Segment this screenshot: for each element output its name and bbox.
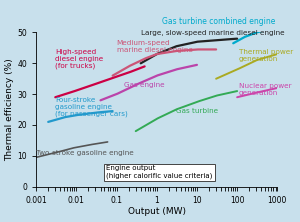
Text: High-speed
diesel engine
(for trucks): High-speed diesel engine (for trucks)	[55, 49, 103, 69]
Text: Large, slow-speed marine diesel engine: Large, slow-speed marine diesel engine	[141, 30, 284, 36]
Text: Gas turbine combined engine: Gas turbine combined engine	[162, 17, 275, 26]
Text: Gas turbine: Gas turbine	[176, 108, 218, 114]
Text: Engine output
(higher calorific value criteria): Engine output (higher calorific value cr…	[106, 165, 212, 179]
X-axis label: Output (MW): Output (MW)	[128, 207, 186, 216]
Text: Medium-speed
marine diesel engine: Medium-speed marine diesel engine	[116, 40, 192, 54]
Text: Nuclear power
generation: Nuclear power generation	[239, 83, 291, 96]
Text: Thermal power
generation: Thermal power generation	[239, 49, 293, 62]
Text: Two-stroke gasoline engine: Two-stroke gasoline engine	[36, 151, 134, 157]
Text: Gas engine: Gas engine	[124, 82, 164, 88]
Y-axis label: Thermal efficiency (%): Thermal efficiency (%)	[6, 58, 15, 161]
Text: Four-stroke
gasoline engine
(for passenger cars): Four-stroke gasoline engine (for passeng…	[55, 97, 128, 117]
